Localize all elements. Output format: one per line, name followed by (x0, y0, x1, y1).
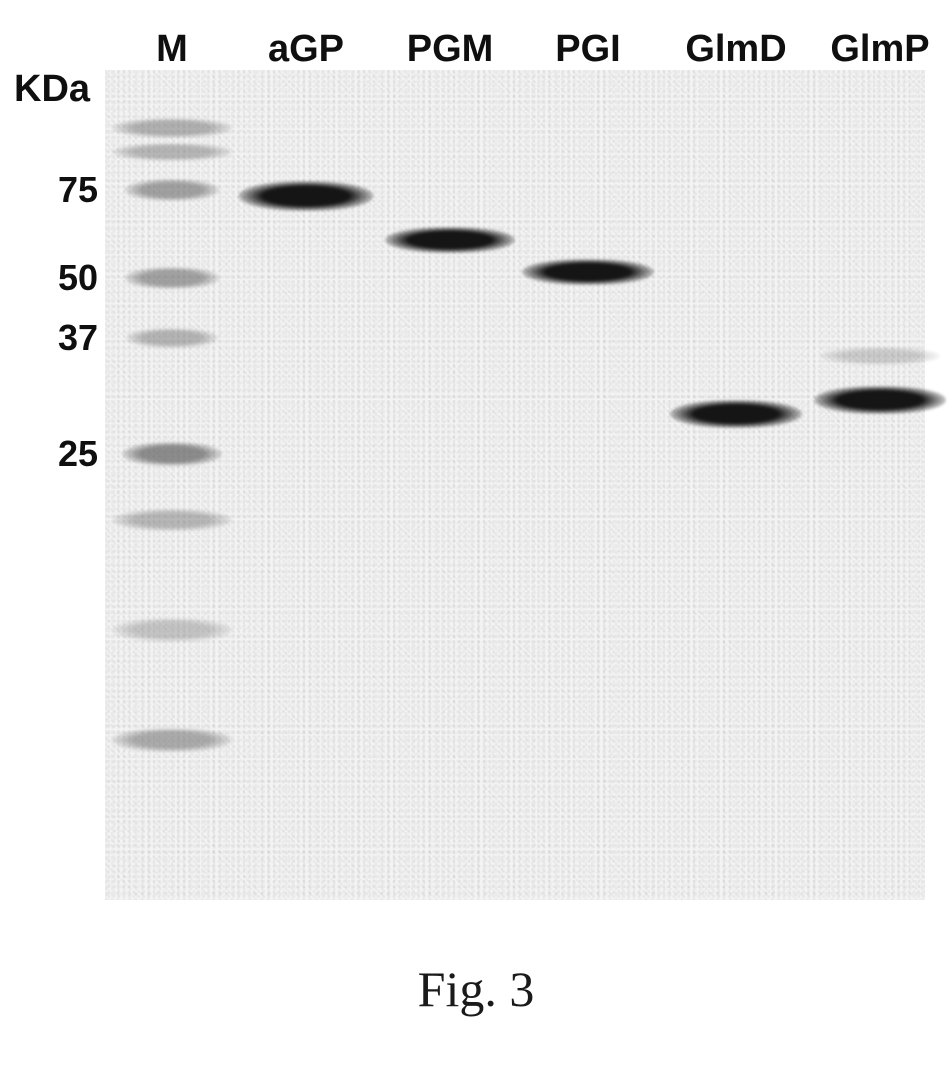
gel-image (105, 70, 925, 900)
gel-noise-overlay (105, 70, 925, 900)
lane-label-PGI: PGI (555, 28, 620, 71)
figure-container: KDa Fig. 3 MaGP PGM PGI GlmD GlmP 75 50 37 25 (0, 0, 952, 1070)
figure-caption: Fig. 3 (418, 960, 535, 1018)
mw-label-75: 75 (58, 169, 98, 211)
unit-label-kda: KDa (14, 68, 90, 111)
band-M-7 (112, 618, 232, 642)
band-aGP-9 (239, 181, 374, 211)
band-M-5 (122, 442, 222, 466)
lane-label-GlmD: GlmD (685, 28, 786, 71)
band-GlmP-14 (820, 347, 940, 365)
band-M-4 (126, 328, 218, 348)
band-GlmP-13 (814, 386, 946, 414)
mw-label-50: 50 (58, 257, 98, 299)
band-M-0 (112, 118, 232, 138)
band-M-3 (125, 267, 220, 289)
lane-label-PGM: PGM (407, 28, 494, 71)
band-M-2 (125, 179, 220, 201)
lane-label-GlmP: GlmP (830, 28, 929, 71)
band-M-1 (112, 143, 232, 161)
lane-label-M: M (156, 28, 188, 71)
mw-label-37: 37 (58, 317, 98, 359)
band-M-6 (112, 509, 232, 531)
mw-label-25: 25 (58, 433, 98, 475)
band-PGI-11 (522, 259, 654, 285)
band-M-8 (112, 728, 232, 752)
lane-label-aGP: aGP (268, 28, 344, 71)
band-PGM-10 (385, 227, 515, 253)
band-GlmD-12 (670, 400, 802, 428)
